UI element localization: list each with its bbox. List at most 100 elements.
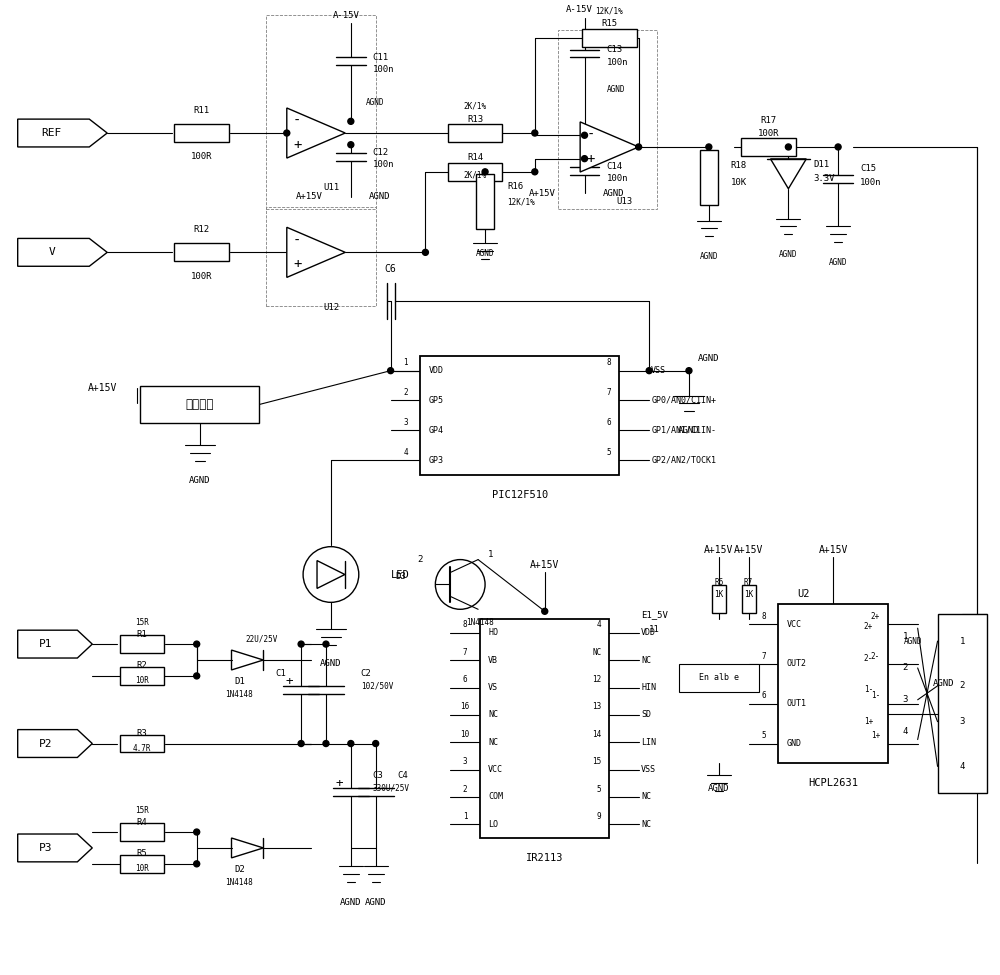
- Text: +: +: [293, 257, 301, 271]
- Text: 1K: 1K: [714, 590, 723, 599]
- Text: 13: 13: [592, 703, 601, 712]
- Text: 11: 11: [649, 625, 660, 634]
- Circle shape: [373, 741, 379, 747]
- Text: VDD: VDD: [428, 367, 443, 375]
- Text: SD: SD: [641, 711, 651, 720]
- Text: +: +: [293, 137, 301, 152]
- Text: C3: C3: [373, 771, 383, 780]
- Text: -: -: [293, 234, 301, 248]
- Text: 6: 6: [761, 691, 766, 700]
- Text: P2: P2: [39, 738, 53, 749]
- Text: A-15V: A-15V: [332, 11, 359, 20]
- Text: 1K: 1K: [744, 590, 753, 599]
- Text: AGND: AGND: [189, 476, 210, 485]
- Bar: [582, 28, 637, 47]
- Bar: [700, 150, 718, 205]
- Bar: [140, 385, 259, 423]
- Text: LED: LED: [391, 569, 409, 579]
- Text: VCC: VCC: [786, 620, 801, 629]
- Text: A+15V: A+15V: [529, 189, 556, 198]
- Text: A-15V: A-15V: [566, 5, 593, 15]
- Text: GP4: GP4: [428, 426, 443, 435]
- Text: 100R: 100R: [758, 129, 779, 137]
- Text: 4: 4: [903, 727, 908, 736]
- Text: 15R: 15R: [135, 618, 149, 627]
- Text: AGND: AGND: [698, 354, 720, 364]
- Text: 5: 5: [761, 731, 766, 740]
- Text: 10: 10: [461, 730, 470, 739]
- Text: R11: R11: [194, 105, 210, 115]
- Text: 100n: 100n: [373, 65, 394, 74]
- Text: 1: 1: [903, 632, 908, 641]
- Text: 4: 4: [403, 448, 408, 456]
- Text: R12: R12: [194, 225, 210, 234]
- Text: 1N4148: 1N4148: [226, 690, 253, 699]
- Text: GP0/AN0/C1IN+: GP0/AN0/C1IN+: [651, 396, 716, 405]
- Text: GP5: GP5: [428, 396, 443, 405]
- Text: AGND: AGND: [476, 249, 494, 257]
- Circle shape: [706, 144, 712, 150]
- Text: -: -: [293, 114, 301, 129]
- Text: 變壓模塊: 變壓模塊: [185, 398, 214, 411]
- Text: R6: R6: [714, 578, 723, 587]
- Polygon shape: [18, 119, 107, 147]
- Text: P1: P1: [39, 639, 53, 649]
- Bar: [120, 635, 164, 653]
- Circle shape: [323, 741, 329, 747]
- Text: A+15V: A+15V: [530, 560, 559, 569]
- Text: R13: R13: [467, 115, 483, 124]
- Text: 16: 16: [461, 703, 470, 712]
- Text: GND: GND: [786, 739, 801, 748]
- Text: +: +: [335, 777, 343, 791]
- Text: OUT2: OUT2: [786, 659, 806, 669]
- Text: AGND: AGND: [829, 257, 847, 267]
- Text: U2: U2: [797, 589, 810, 600]
- Bar: [778, 604, 888, 763]
- Text: AGND: AGND: [320, 659, 342, 669]
- Text: 100n: 100n: [606, 174, 628, 183]
- Text: R7: R7: [744, 578, 753, 587]
- Text: D11: D11: [813, 160, 829, 170]
- Bar: [480, 619, 609, 838]
- Text: R3: R3: [137, 729, 147, 738]
- Text: +: +: [285, 676, 293, 688]
- Text: REF: REF: [42, 128, 62, 138]
- Circle shape: [194, 673, 200, 679]
- Text: 100n: 100n: [606, 58, 628, 67]
- Text: 330U/25V: 330U/25V: [373, 783, 410, 793]
- Bar: [448, 124, 502, 142]
- Text: U11: U11: [323, 183, 339, 192]
- Text: AGND: AGND: [365, 898, 386, 907]
- Text: 2: 2: [403, 388, 408, 397]
- Text: NC: NC: [488, 711, 498, 720]
- Bar: [120, 823, 164, 841]
- Text: A+15V: A+15V: [88, 382, 117, 393]
- Text: 12K/1%: 12K/1%: [507, 197, 535, 206]
- Polygon shape: [580, 122, 639, 172]
- Text: R2: R2: [137, 661, 147, 671]
- Polygon shape: [287, 108, 345, 158]
- Text: R4: R4: [137, 818, 147, 827]
- Text: 2: 2: [903, 663, 908, 673]
- Text: NC: NC: [641, 820, 651, 829]
- Text: C6: C6: [385, 264, 396, 274]
- Text: 100n: 100n: [860, 178, 881, 187]
- Text: LO: LO: [488, 820, 498, 829]
- Text: 14: 14: [592, 730, 601, 739]
- Bar: [266, 207, 376, 306]
- Circle shape: [323, 642, 329, 647]
- Text: GP3: GP3: [428, 455, 443, 465]
- Polygon shape: [18, 729, 92, 758]
- Text: R17: R17: [760, 116, 777, 125]
- Text: AGND: AGND: [708, 784, 730, 793]
- Text: C1: C1: [276, 670, 287, 679]
- Text: 2: 2: [463, 785, 468, 794]
- Bar: [420, 356, 619, 475]
- Text: 2K/1%: 2K/1%: [464, 171, 487, 179]
- Text: 2K/1%: 2K/1%: [464, 101, 487, 111]
- Text: 100R: 100R: [191, 272, 212, 281]
- Bar: [120, 855, 164, 873]
- Text: 1+: 1+: [864, 718, 873, 726]
- Text: AGND: AGND: [700, 252, 718, 261]
- Text: NC: NC: [641, 656, 651, 665]
